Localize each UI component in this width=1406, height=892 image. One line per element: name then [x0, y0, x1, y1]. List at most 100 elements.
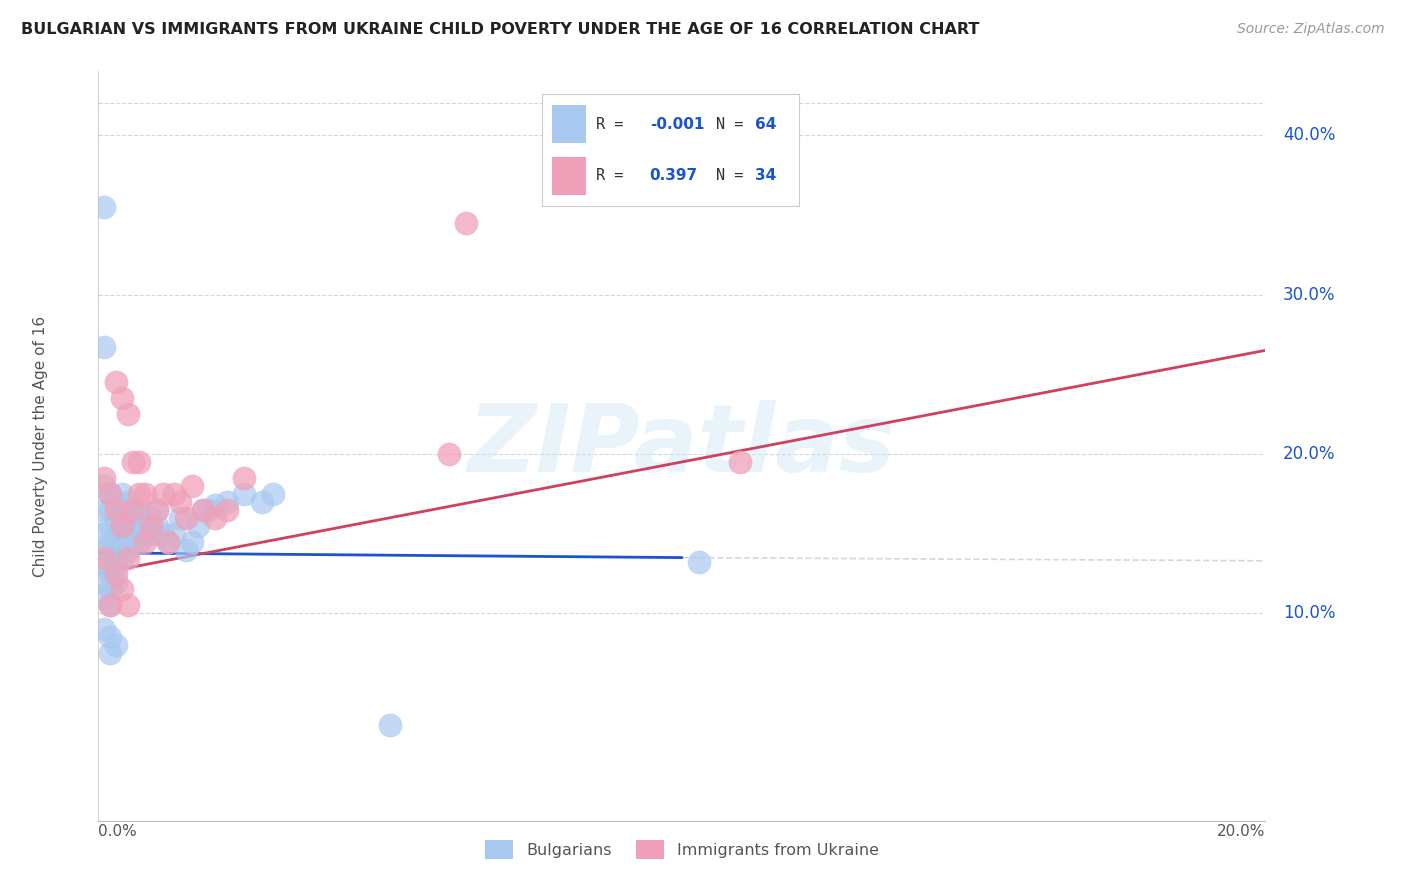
Text: 20.0%: 20.0%: [1282, 445, 1336, 463]
Point: [98, 487, 121, 501]
Point: [262, 487, 284, 501]
Point: [111, 550, 134, 565]
Point: [104, 574, 127, 589]
Point: [104, 558, 127, 573]
Point: [98, 646, 121, 660]
Point: [104, 526, 127, 541]
Text: 20.0%: 20.0%: [1218, 824, 1265, 838]
Point: [93, 502, 115, 516]
Point: [111, 502, 134, 516]
Point: [104, 495, 127, 509]
Point: [380, 718, 402, 732]
Point: [93, 623, 115, 637]
Text: 40.0%: 40.0%: [1282, 126, 1336, 145]
Point: [104, 376, 127, 390]
Point: [122, 502, 145, 516]
Point: [163, 487, 186, 501]
Point: [98, 599, 121, 613]
Point: [93, 574, 115, 589]
Point: [204, 498, 226, 512]
Point: [454, 216, 477, 230]
Point: [139, 526, 162, 541]
Point: [146, 502, 169, 516]
Point: [117, 495, 139, 509]
Point: [146, 502, 169, 516]
Point: [169, 495, 191, 509]
Point: [98, 582, 121, 597]
Point: [98, 518, 121, 533]
Point: [117, 599, 139, 613]
Point: [174, 542, 197, 557]
Point: [111, 487, 134, 501]
Point: [128, 487, 150, 501]
Point: [250, 495, 273, 509]
Text: BULGARIAN VS IMMIGRANTS FROM UKRAINE CHILD POVERTY UNDER THE AGE OF 16 CORRELATI: BULGARIAN VS IMMIGRANTS FROM UKRAINE CHI…: [21, 22, 980, 37]
Text: ZIPatlas: ZIPatlas: [468, 400, 896, 492]
Point: [198, 502, 221, 516]
Text: Source: ZipAtlas.com: Source: ZipAtlas.com: [1237, 22, 1385, 37]
Point: [93, 526, 115, 541]
Point: [104, 638, 127, 652]
Point: [128, 518, 150, 533]
Legend: Bulgarians, Immigrants from Ukraine: Bulgarians, Immigrants from Ukraine: [478, 834, 886, 865]
Point: [128, 534, 150, 549]
Point: [134, 510, 156, 524]
Point: [215, 495, 238, 509]
Point: [174, 510, 197, 524]
Point: [157, 534, 180, 549]
Point: [163, 526, 186, 541]
Point: [104, 542, 127, 557]
Point: [180, 534, 202, 549]
Text: Child Poverty Under the Age of 16: Child Poverty Under the Age of 16: [32, 316, 48, 576]
Point: [117, 510, 139, 524]
Point: [98, 630, 121, 644]
Point: [187, 518, 209, 533]
Point: [104, 502, 127, 516]
Point: [169, 510, 191, 524]
Point: [122, 518, 145, 533]
Point: [152, 487, 174, 501]
Point: [104, 510, 127, 524]
Point: [134, 487, 156, 501]
Point: [93, 591, 115, 605]
Point: [117, 542, 139, 557]
Point: [104, 566, 127, 581]
Point: [233, 487, 256, 501]
Point: [111, 518, 134, 533]
Point: [98, 566, 121, 581]
Point: [128, 455, 150, 469]
Point: [134, 534, 156, 549]
Point: [111, 582, 134, 597]
Point: [93, 471, 115, 485]
Point: [111, 534, 134, 549]
Point: [93, 479, 115, 493]
Point: [215, 502, 238, 516]
Text: 10.0%: 10.0%: [1282, 605, 1336, 623]
Point: [128, 502, 150, 516]
Point: [146, 518, 169, 533]
Point: [98, 487, 121, 501]
Point: [437, 447, 460, 461]
Point: [193, 502, 215, 516]
Point: [93, 542, 115, 557]
Point: [730, 455, 752, 469]
Point: [688, 555, 710, 569]
Point: [93, 550, 115, 565]
Point: [157, 534, 180, 549]
Point: [93, 340, 115, 354]
Point: [134, 526, 156, 541]
Point: [152, 526, 174, 541]
Point: [122, 502, 145, 516]
Text: 0.0%: 0.0%: [98, 824, 138, 838]
Point: [93, 200, 115, 214]
Point: [117, 526, 139, 541]
Point: [139, 510, 162, 524]
Point: [117, 407, 139, 421]
Text: 30.0%: 30.0%: [1282, 285, 1336, 303]
Point: [204, 510, 226, 524]
Point: [233, 471, 256, 485]
Point: [139, 518, 162, 533]
Point: [193, 502, 215, 516]
Point: [122, 534, 145, 549]
Point: [180, 479, 202, 493]
